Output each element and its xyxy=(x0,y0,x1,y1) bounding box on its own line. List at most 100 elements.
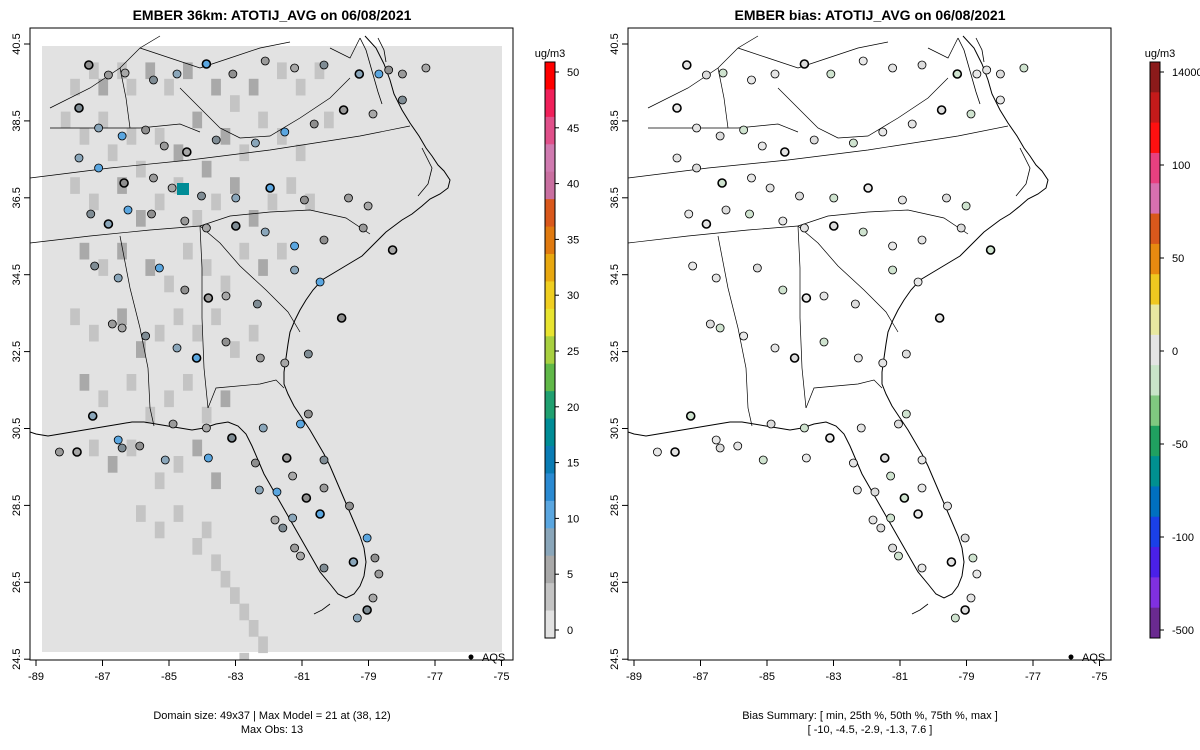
aqs-site-marker xyxy=(702,70,711,80)
aqs-site-marker xyxy=(996,95,1005,105)
aqs-site-marker xyxy=(94,163,103,173)
aqs-site-marker xyxy=(201,423,211,433)
aqs-site-marker xyxy=(863,183,873,193)
aqs-site-marker xyxy=(721,205,731,215)
aqs-site-marker xyxy=(84,60,94,70)
model-grid-cell xyxy=(211,308,221,326)
aqs-site-marker xyxy=(849,458,858,468)
model-grid-cell xyxy=(79,128,90,145)
left-colorbar-segment xyxy=(545,473,555,502)
aqs-site-marker xyxy=(913,509,923,519)
aqs-site-marker xyxy=(265,183,275,193)
aqs-site-marker xyxy=(387,245,398,255)
left-panel-title: EMBER 36km: ATOTIJ_AVG on 06/08/2021 xyxy=(133,7,412,23)
aqs-site-marker xyxy=(290,543,300,553)
right-panel: EMBER bias: ATOTIJ_AVG on 06/08/2021 -89… xyxy=(609,7,1200,736)
model-grid-cell xyxy=(79,374,90,391)
aqs-site-marker xyxy=(972,569,982,579)
aqs-site-marker xyxy=(966,593,976,603)
right-panel-title: EMBER bias: ATOTIJ_AVG on 06/08/2021 xyxy=(734,7,1005,23)
aqs-site-marker xyxy=(982,65,992,75)
left-colorbar-label: 5 xyxy=(567,569,573,581)
left-colorbar-segment xyxy=(545,583,555,612)
aqs-site-marker xyxy=(303,409,313,419)
aqs-site-marker xyxy=(934,313,945,323)
model-grid-cell xyxy=(249,669,259,686)
left-colorbar-frame xyxy=(544,61,556,639)
model-grid-cell xyxy=(136,210,146,227)
aqs-site-marker xyxy=(319,563,329,573)
aqs-site-marker xyxy=(319,60,329,70)
aqs-site-marker xyxy=(946,557,957,567)
model-grid-cell xyxy=(126,439,137,457)
aqs-site-marker xyxy=(809,135,819,145)
aqs-site-marker xyxy=(956,223,966,233)
aqs-site-marker xyxy=(363,201,373,211)
aqs-site-marker xyxy=(800,223,809,233)
right-colorbar-segment xyxy=(1150,365,1160,396)
aqs-site-marker xyxy=(868,515,878,525)
aqs-site-marker xyxy=(117,443,127,453)
left-panel: EMBER 36km: ATOTIJ_AVG on 06/08/2021 -89… xyxy=(11,7,579,736)
aqs-site-marker xyxy=(853,353,863,363)
left-colorbar-segment xyxy=(545,610,555,639)
model-grid-cell xyxy=(192,538,203,555)
right-colorbar-segment xyxy=(1150,577,1160,609)
model-grid-cell xyxy=(201,521,212,539)
model-grid-cell xyxy=(211,78,221,96)
aqs-site-marker xyxy=(368,593,378,603)
aqs-site-marker xyxy=(94,123,103,133)
aqs-site-marker xyxy=(692,123,701,133)
aqs-site-marker xyxy=(826,69,836,79)
aqs-site-marker xyxy=(117,131,127,141)
model-grid-cell xyxy=(286,177,297,194)
aqs-site-marker xyxy=(898,195,907,205)
left-map-area xyxy=(30,35,502,686)
right-coastline-and-borders xyxy=(628,35,1049,615)
model-grid-cell xyxy=(220,275,231,293)
aqs-site-marker xyxy=(354,69,365,79)
right-y-tick-label: 32.5 xyxy=(609,341,621,362)
aqs-site-marker xyxy=(296,419,305,429)
left-colorbar-label: 45 xyxy=(567,123,579,135)
aqs-site-marker xyxy=(352,613,362,623)
right-colorbar-frame xyxy=(1149,61,1161,639)
model-grid-cell xyxy=(258,259,268,276)
left-plot-frame xyxy=(29,27,514,661)
model-grid-cell xyxy=(98,259,109,276)
left-colorbar-segment xyxy=(545,281,555,310)
right-caption-line1: Bias Summary: [ min, 25th %, 50th %, 75t… xyxy=(742,710,998,722)
model-grid-cell xyxy=(295,144,306,162)
model-grid-cell xyxy=(126,78,137,96)
aqs-site-marker xyxy=(201,223,211,233)
left-colorbar-label: 10 xyxy=(567,513,579,525)
model-grid-cell xyxy=(248,620,259,637)
right-y-tick-label: 26.5 xyxy=(609,572,621,593)
aqs-site-marker xyxy=(397,95,407,105)
model-grid-cell xyxy=(183,62,193,80)
aqs-site-marker xyxy=(876,523,886,533)
left-y-tick-label: 26.5 xyxy=(11,572,23,593)
model-grid-cell xyxy=(173,456,184,473)
aqs-site-marker xyxy=(819,337,829,347)
model-grid-cell xyxy=(277,242,287,260)
left-colorbar-segment xyxy=(545,62,555,90)
model-grid-cell xyxy=(220,390,231,408)
max-model-grid-cell xyxy=(177,183,189,195)
model-grid-cell xyxy=(277,62,287,80)
right-x-tick-label: -75 xyxy=(1092,671,1108,683)
model-grid-cell xyxy=(248,324,259,342)
aqs-site-marker xyxy=(290,265,300,275)
aqs-site-marker xyxy=(113,435,123,445)
model-grid-cell xyxy=(173,308,184,326)
aqs-site-marker xyxy=(799,59,810,69)
aqs-site-marker xyxy=(778,216,788,226)
aqs-site-marker xyxy=(296,551,305,561)
aqs-site-marker xyxy=(828,221,839,231)
left-colorbar-segment xyxy=(545,116,555,145)
aqs-site-marker xyxy=(221,291,231,301)
aqs-site-marker xyxy=(104,70,113,80)
left-x-tick-label: -75 xyxy=(494,671,510,683)
aqs-site-marker xyxy=(113,273,123,283)
aqs-site-marker xyxy=(123,205,133,215)
